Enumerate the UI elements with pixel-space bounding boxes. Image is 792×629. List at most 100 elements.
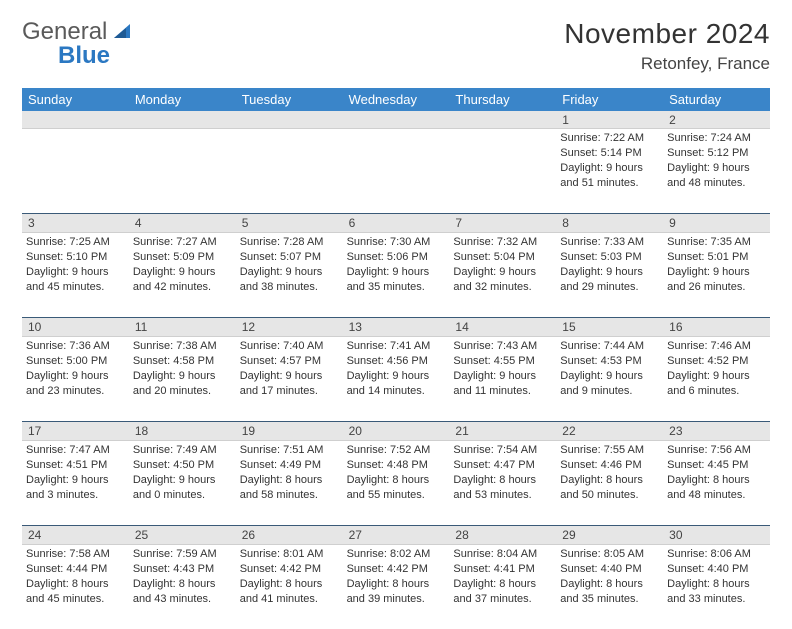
sunset-text: Sunset: 4:55 PM (453, 354, 552, 369)
sunset-text: Sunset: 4:58 PM (133, 354, 232, 369)
sunrise-text: Sunrise: 7:24 AM (667, 131, 766, 146)
day-number: 15 (556, 318, 663, 336)
daylight-text: Daylight: 9 hours and 6 minutes. (667, 369, 766, 399)
day-cell: Sunrise: 7:40 AMSunset: 4:57 PMDaylight:… (236, 337, 343, 421)
daynum-row: 10111213141516 (22, 317, 770, 337)
day-cell (343, 129, 450, 213)
day-cell: Sunrise: 7:36 AMSunset: 5:00 PMDaylight:… (22, 337, 129, 421)
sunrise-text: Sunrise: 7:52 AM (347, 443, 446, 458)
day-number: 21 (449, 422, 556, 440)
month-title: November 2024 (564, 18, 770, 50)
calendar-body: 12Sunrise: 7:22 AMSunset: 5:14 PMDayligh… (22, 111, 770, 629)
daylight-text: Daylight: 8 hours and 48 minutes. (667, 473, 766, 503)
sunset-text: Sunset: 4:42 PM (347, 562, 446, 577)
sunrise-text: Sunrise: 7:32 AM (453, 235, 552, 250)
day-cell: Sunrise: 7:55 AMSunset: 4:46 PMDaylight:… (556, 441, 663, 525)
sunset-text: Sunset: 4:46 PM (560, 458, 659, 473)
daylight-text: Daylight: 9 hours and 51 minutes. (560, 161, 659, 191)
day-cell: Sunrise: 7:54 AMSunset: 4:47 PMDaylight:… (449, 441, 556, 525)
day-number: 20 (343, 422, 450, 440)
sunset-text: Sunset: 4:45 PM (667, 458, 766, 473)
day-number: 24 (22, 526, 129, 544)
day-cell: Sunrise: 7:24 AMSunset: 5:12 PMDaylight:… (663, 129, 770, 213)
day-cell: Sunrise: 7:43 AMSunset: 4:55 PMDaylight:… (449, 337, 556, 421)
day-cell: Sunrise: 7:35 AMSunset: 5:01 PMDaylight:… (663, 233, 770, 317)
sunset-text: Sunset: 4:52 PM (667, 354, 766, 369)
weekday-friday: Friday (556, 88, 663, 111)
title-block: November 2024 Retonfey, France (564, 18, 770, 74)
day-number: 9 (663, 214, 770, 232)
weekday-saturday: Saturday (663, 88, 770, 111)
daylight-text: Daylight: 9 hours and 32 minutes. (453, 265, 552, 295)
logo: General Blue (22, 18, 172, 70)
day-cell: Sunrise: 8:02 AMSunset: 4:42 PMDaylight:… (343, 545, 450, 629)
day-cell: Sunrise: 7:30 AMSunset: 5:06 PMDaylight:… (343, 233, 450, 317)
day-number: 29 (556, 526, 663, 544)
sunrise-text: Sunrise: 8:01 AM (240, 547, 339, 562)
day-number: 23 (663, 422, 770, 440)
sunrise-text: Sunrise: 8:04 AM (453, 547, 552, 562)
sunrise-text: Sunrise: 7:56 AM (667, 443, 766, 458)
daylight-text: Daylight: 8 hours and 43 minutes. (133, 577, 232, 607)
sunset-text: Sunset: 4:49 PM (240, 458, 339, 473)
sunset-text: Sunset: 4:40 PM (560, 562, 659, 577)
day-number (343, 111, 450, 129)
sunset-text: Sunset: 5:12 PM (667, 146, 766, 161)
weekday-thursday: Thursday (449, 88, 556, 111)
daylight-text: Daylight: 8 hours and 55 minutes. (347, 473, 446, 503)
day-number: 5 (236, 214, 343, 232)
day-number: 7 (449, 214, 556, 232)
day-number (449, 111, 556, 129)
sunrise-text: Sunrise: 7:41 AM (347, 339, 446, 354)
page-header: General Blue November 2024 Retonfey, Fra… (22, 18, 770, 74)
day-cell: Sunrise: 7:46 AMSunset: 4:52 PMDaylight:… (663, 337, 770, 421)
day-number (129, 111, 236, 129)
sunset-text: Sunset: 5:00 PM (26, 354, 125, 369)
day-number: 26 (236, 526, 343, 544)
day-cell: Sunrise: 7:47 AMSunset: 4:51 PMDaylight:… (22, 441, 129, 525)
day-number: 22 (556, 422, 663, 440)
day-number (236, 111, 343, 129)
day-cell: Sunrise: 7:56 AMSunset: 4:45 PMDaylight:… (663, 441, 770, 525)
day-number: 12 (236, 318, 343, 336)
daynum-row: 12 (22, 111, 770, 129)
daynum-row: 17181920212223 (22, 421, 770, 441)
day-cell (129, 129, 236, 213)
sunset-text: Sunset: 4:51 PM (26, 458, 125, 473)
day-number: 1 (556, 111, 663, 129)
day-number: 19 (236, 422, 343, 440)
daylight-text: Daylight: 8 hours and 41 minutes. (240, 577, 339, 607)
weekday-sunday: Sunday (22, 88, 129, 111)
weekday-header-row: Sunday Monday Tuesday Wednesday Thursday… (22, 88, 770, 111)
day-cell: Sunrise: 7:58 AMSunset: 4:44 PMDaylight:… (22, 545, 129, 629)
daylight-text: Daylight: 8 hours and 58 minutes. (240, 473, 339, 503)
day-number: 11 (129, 318, 236, 336)
day-number: 16 (663, 318, 770, 336)
day-number: 8 (556, 214, 663, 232)
location-subtitle: Retonfey, France (564, 54, 770, 74)
sunset-text: Sunset: 4:42 PM (240, 562, 339, 577)
day-cell: Sunrise: 8:04 AMSunset: 4:41 PMDaylight:… (449, 545, 556, 629)
sunrise-text: Sunrise: 7:51 AM (240, 443, 339, 458)
daylight-text: Daylight: 9 hours and 45 minutes. (26, 265, 125, 295)
daylight-text: Daylight: 9 hours and 29 minutes. (560, 265, 659, 295)
sunrise-text: Sunrise: 7:22 AM (560, 131, 659, 146)
daylight-text: Daylight: 9 hours and 3 minutes. (26, 473, 125, 503)
sunrise-text: Sunrise: 7:43 AM (453, 339, 552, 354)
week-row: Sunrise: 7:58 AMSunset: 4:44 PMDaylight:… (22, 545, 770, 629)
sunrise-text: Sunrise: 8:06 AM (667, 547, 766, 562)
daylight-text: Daylight: 8 hours and 45 minutes. (26, 577, 125, 607)
day-cell: Sunrise: 7:49 AMSunset: 4:50 PMDaylight:… (129, 441, 236, 525)
daylight-text: Daylight: 8 hours and 39 minutes. (347, 577, 446, 607)
day-number: 4 (129, 214, 236, 232)
day-cell: Sunrise: 7:25 AMSunset: 5:10 PMDaylight:… (22, 233, 129, 317)
logo-text-blue: Blue (58, 42, 110, 70)
sunrise-text: Sunrise: 7:55 AM (560, 443, 659, 458)
day-cell: Sunrise: 7:38 AMSunset: 4:58 PMDaylight:… (129, 337, 236, 421)
sunset-text: Sunset: 4:40 PM (667, 562, 766, 577)
daylight-text: Daylight: 9 hours and 38 minutes. (240, 265, 339, 295)
daylight-text: Daylight: 9 hours and 9 minutes. (560, 369, 659, 399)
sunrise-text: Sunrise: 7:33 AM (560, 235, 659, 250)
sunrise-text: Sunrise: 7:35 AM (667, 235, 766, 250)
day-number: 28 (449, 526, 556, 544)
